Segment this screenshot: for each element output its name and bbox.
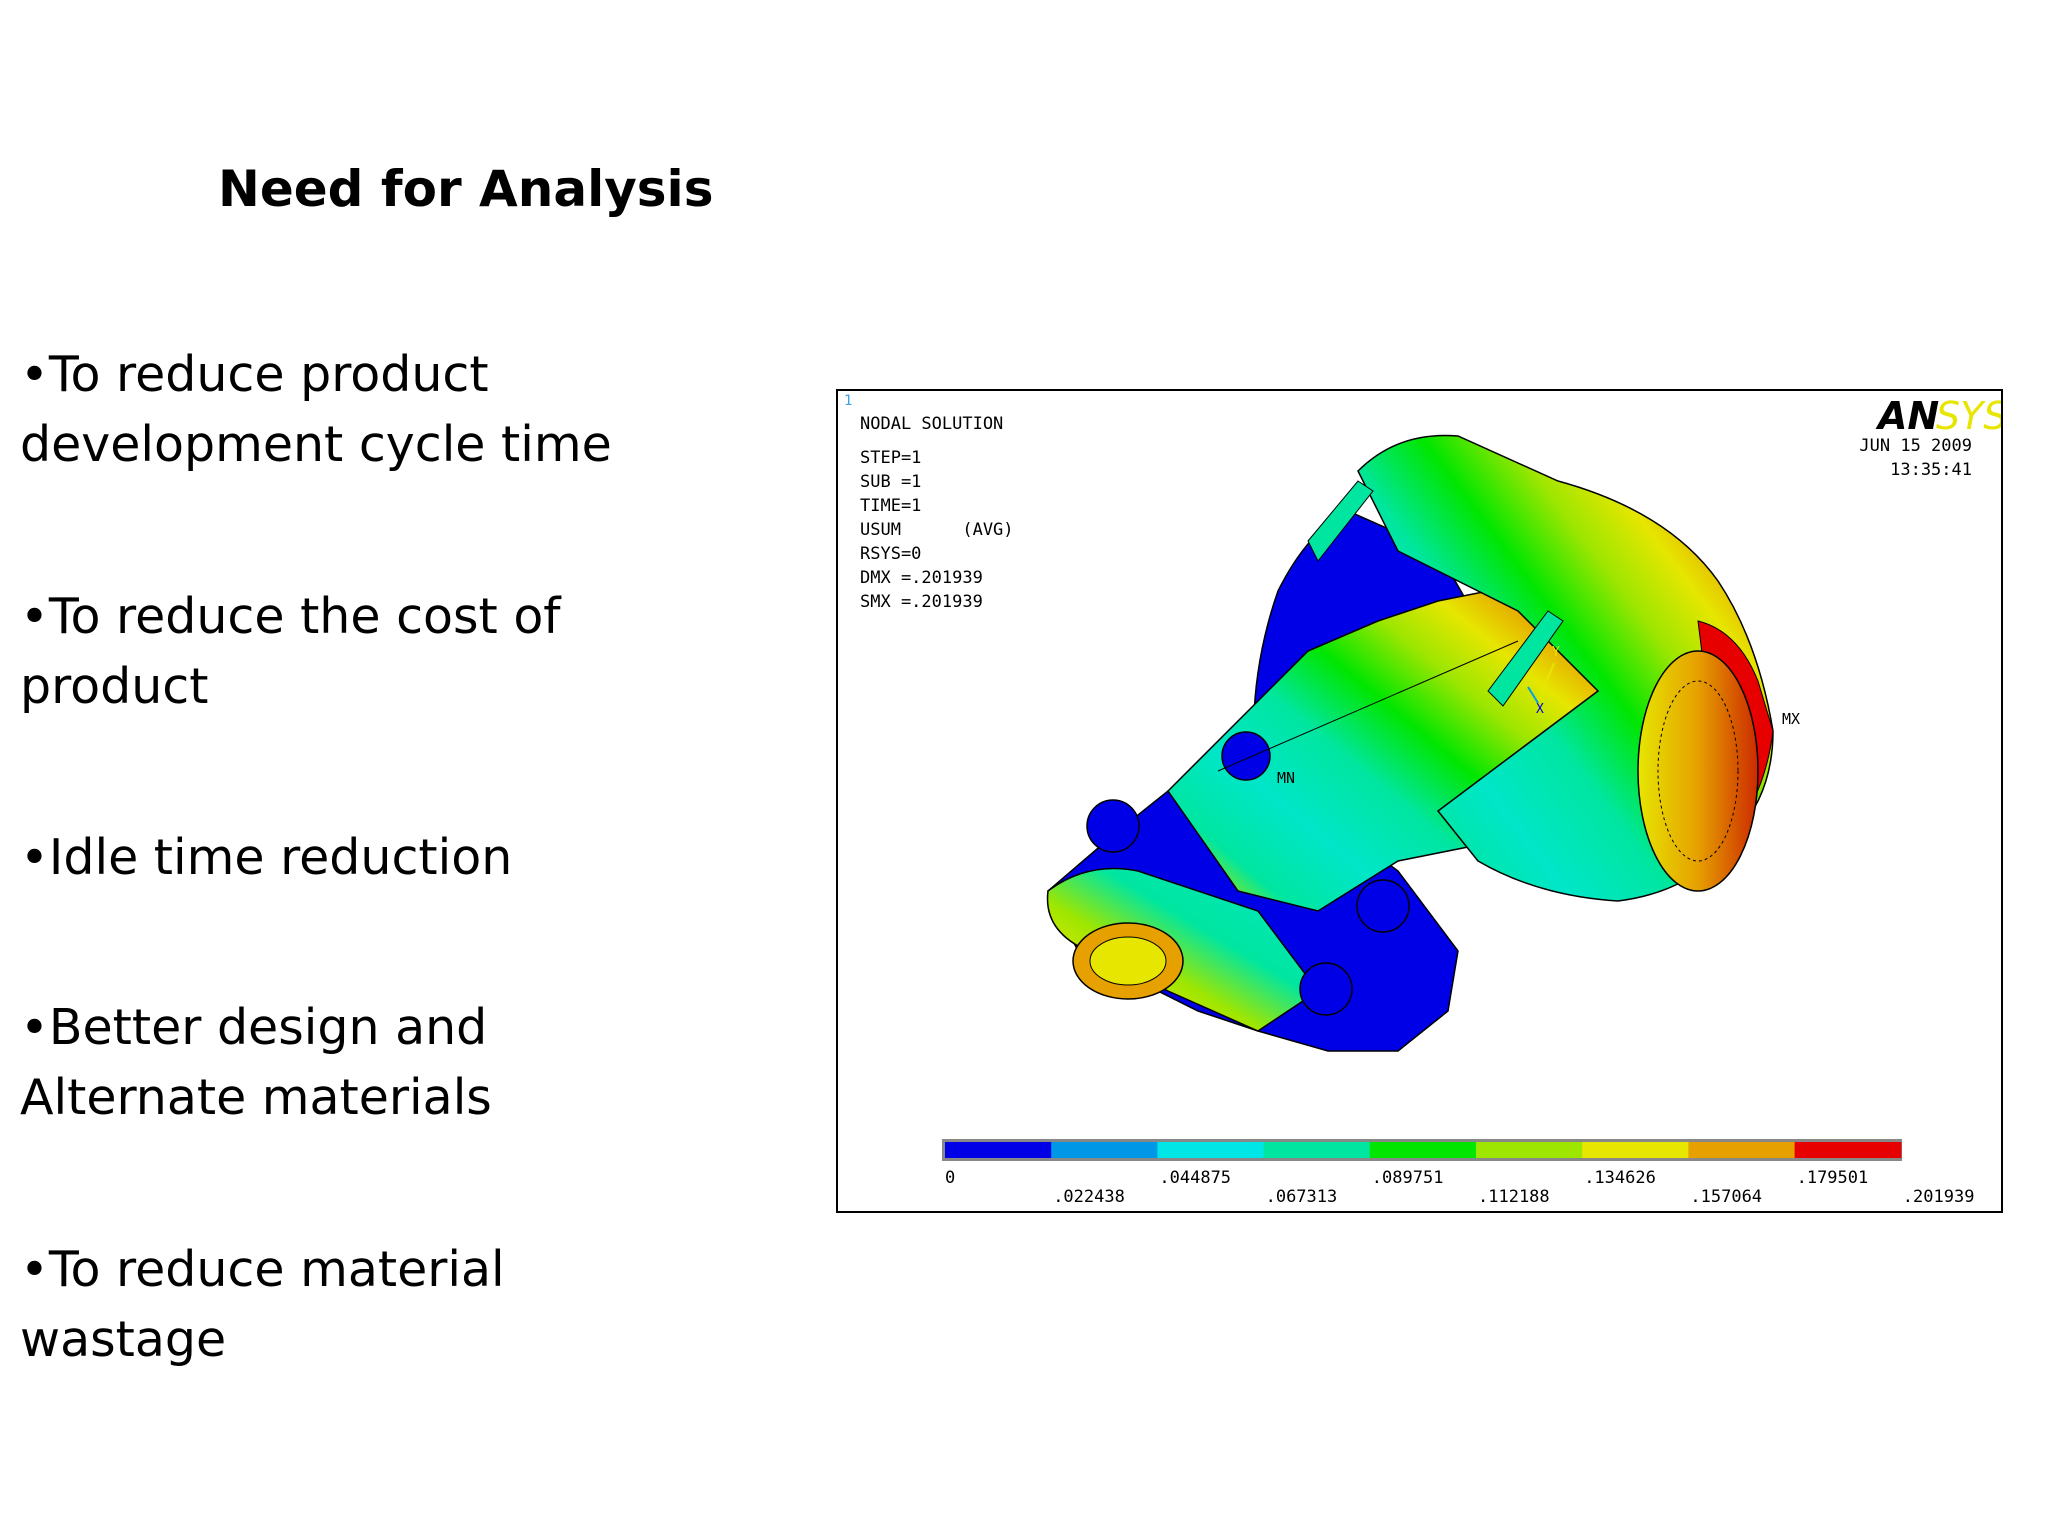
legend-color-bar-5: [1369, 1142, 1477, 1158]
ansys-logo-part2: SYS: [1936, 394, 2001, 438]
solution-info: NODAL SOLUTION STEP=1 SUB =1 TIME=1 USUM…: [860, 414, 1014, 612]
param-smx: SMX =.201939: [860, 592, 983, 612]
legend-color-bar-3: [1157, 1142, 1265, 1158]
legend-bottom-label-5: .201939: [1903, 1187, 1975, 1207]
bullet-3-line1: •Idle time reduction: [20, 829, 513, 886]
contour-legend: 0 .044875 .089751 .134626 .179501 .022438 .06…: [942, 1139, 1974, 1207]
legend-color-bar-9: [1794, 1142, 1902, 1158]
legend-top-label-4: .134626: [1584, 1168, 1656, 1188]
param-time: TIME=1: [860, 496, 921, 516]
fe-model-lower-tube: [1046, 867, 1320, 1032]
legend-color-bars: [945, 1142, 1902, 1158]
ansys-plot-canvas: 1 NODAL SOLUTION STEP=1 SUB =1 TIME=1 US…: [844, 393, 2001, 1207]
legend-color-bar-7: [1582, 1142, 1689, 1158]
bullet-1-line2: development cycle time: [20, 416, 612, 473]
bullet-5: •To reduce material wastage: [20, 1235, 505, 1375]
legend-color-bar-8: [1688, 1142, 1796, 1158]
legend-top-label-1: 0: [945, 1168, 955, 1188]
ansys-logo-part1: AN: [1875, 394, 1939, 438]
plot-time: 13:35:41: [1890, 460, 1972, 480]
bullet-2: •To reduce the cost of product: [20, 582, 561, 722]
bullet-2-line1: •To reduce the cost of: [20, 588, 561, 645]
bullet-3: •Idle time reduction: [20, 823, 512, 893]
param-rsys: RSYS=0: [860, 544, 921, 564]
axis-x-label: X: [1536, 702, 1544, 717]
bullet-4-line2: Alternate materials: [20, 1069, 492, 1126]
param-step: STEP=1: [860, 448, 921, 468]
fe-model: [1046, 434, 1774, 1052]
slide-title: Need for Analysis: [218, 160, 714, 218]
bullet-4-line1: •Better design and: [20, 999, 488, 1056]
legend-top-labels: 0 .044875 .089751 .134626 .179501: [945, 1168, 1868, 1188]
fe-model-rib-1: [1307, 480, 1374, 562]
bullet-2-line2: product: [20, 658, 209, 715]
legend-color-bar-6: [1476, 1142, 1583, 1158]
solution-header: NODAL SOLUTION: [860, 414, 1003, 434]
legend-color-bar-2: [1051, 1142, 1158, 1158]
bullet-1: •To reduce product development cycle tim…: [20, 340, 612, 480]
legend-bottom-label-3: .112188: [1478, 1187, 1550, 1207]
fe-model-end-cap-ring: [1657, 680, 1739, 862]
bullet-4: •Better design and Alternate materials: [20, 993, 492, 1133]
max-marker: MX: [1782, 710, 1800, 728]
axis-y-label: Y: [1552, 645, 1560, 660]
legend-bottom-label-4: .157064: [1690, 1187, 1762, 1207]
fe-model-rib-2: [1487, 610, 1564, 707]
bullet-5-line1: •To reduce material: [20, 1241, 505, 1298]
legend-top-label-5: .179501: [1797, 1168, 1869, 1188]
legend-bottom-label-2: .067313: [1266, 1187, 1338, 1207]
min-marker: MN: [1277, 769, 1295, 787]
param-usum: USUM (AVG): [860, 520, 1014, 540]
fe-model-lug-hole-2: [1221, 731, 1271, 781]
legend-bottom-labels: .022438 .067313 .112188 .157064 .201939: [1053, 1187, 1974, 1207]
ansys-logo: AN SYS: [1875, 394, 2001, 438]
triad-icon: [1527, 662, 1555, 704]
legend-color-bar-1: [945, 1142, 1052, 1158]
ansys-result-plot: 1 NODAL SOLUTION STEP=1 SUB =1 TIME=1 US…: [836, 389, 2003, 1213]
param-sub: SUB =1: [860, 472, 921, 492]
fe-model-lug-hole-4: [1299, 962, 1353, 1016]
legend-top-label-3: .089751: [1372, 1168, 1444, 1188]
fe-model-end-cap: [1637, 650, 1759, 892]
legend-color-bar-4: [1263, 1142, 1371, 1158]
legend-bottom-label-1: .022438: [1053, 1187, 1125, 1207]
legend-top-label-2: .044875: [1159, 1168, 1231, 1188]
fe-model-lug-hole-1: [1086, 799, 1140, 853]
bullet-1-line1: •To reduce product: [20, 346, 489, 403]
param-dmx: DMX =.201939: [860, 568, 983, 588]
fe-model-tube-bore: [1089, 936, 1167, 986]
fe-model-edge-line: [1217, 640, 1519, 772]
bullet-5-line2: wastage: [20, 1311, 227, 1368]
plot-date: JUN 15 2009: [1859, 436, 1972, 456]
window-number: 1: [844, 393, 852, 409]
fe-model-lug-hole-3: [1356, 879, 1410, 933]
